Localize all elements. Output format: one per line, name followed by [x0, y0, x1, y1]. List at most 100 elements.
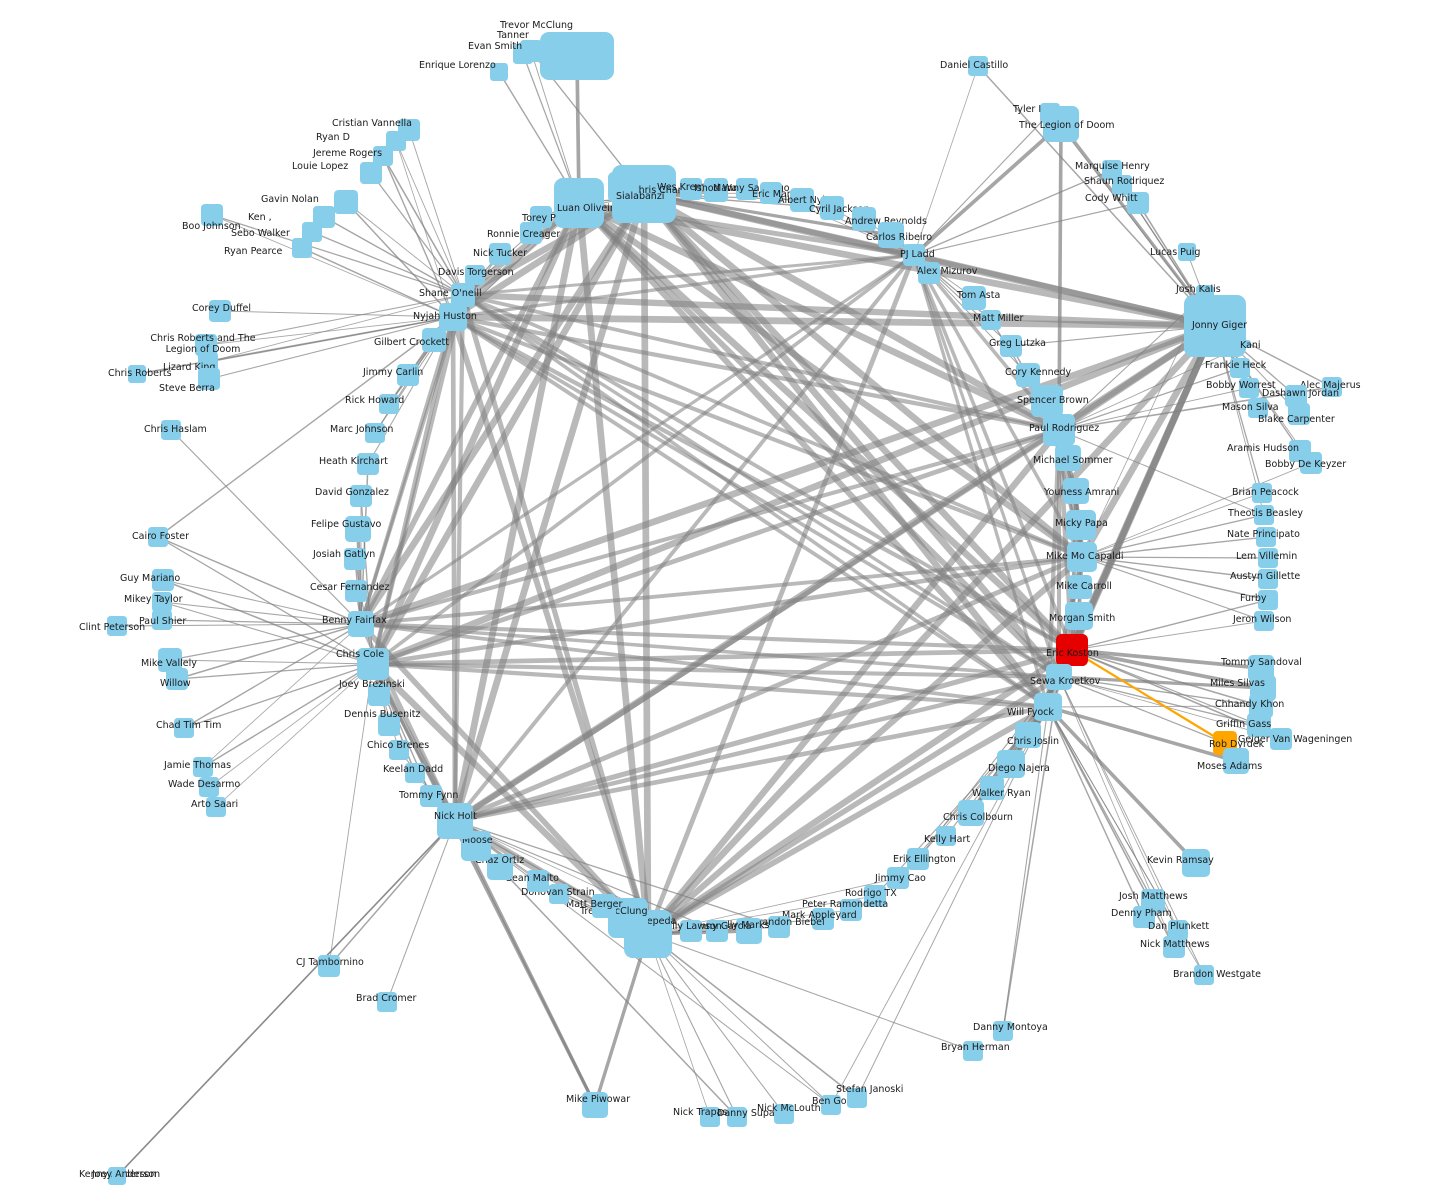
graph-node[interactable] — [1065, 602, 1093, 630]
graph-node[interactable] — [465, 265, 485, 285]
graph-node[interactable] — [107, 616, 127, 636]
graph-node[interactable] — [1127, 192, 1149, 214]
graph-node[interactable] — [1016, 363, 1040, 387]
graph-node[interactable] — [592, 894, 616, 918]
graph-node[interactable] — [195, 334, 217, 356]
graph-node[interactable] — [513, 44, 533, 64]
graph-node[interactable] — [736, 178, 758, 200]
graph-node[interactable] — [907, 848, 929, 870]
graph-node[interactable] — [198, 352, 218, 372]
graph-node[interactable] — [887, 867, 909, 889]
graph-node[interactable] — [422, 328, 446, 352]
graph-node[interactable] — [1067, 542, 1097, 572]
graph-node[interactable] — [1184, 295, 1246, 357]
graph-node[interactable] — [166, 668, 188, 690]
graph-node[interactable] — [377, 992, 397, 1012]
graph-node[interactable] — [958, 800, 984, 826]
graph-node[interactable] — [348, 611, 374, 637]
graph-node[interactable] — [378, 714, 400, 736]
graph-node[interactable] — [1194, 965, 1214, 985]
graph-node[interactable] — [1112, 175, 1132, 195]
graph-node[interactable] — [1288, 403, 1310, 425]
graph-node[interactable] — [1015, 722, 1041, 748]
graph-node[interactable] — [1034, 693, 1062, 721]
graph-node[interactable] — [1254, 611, 1274, 631]
graph-node[interactable] — [968, 56, 988, 76]
graph-node[interactable] — [128, 365, 146, 383]
graph-node[interactable] — [706, 920, 728, 942]
graph-node[interactable] — [161, 420, 181, 440]
graph-node[interactable] — [389, 740, 409, 760]
graph-node[interactable] — [397, 364, 419, 386]
graph-node[interactable] — [420, 785, 442, 807]
graph-node[interactable] — [368, 684, 390, 706]
graph-node[interactable] — [365, 423, 385, 443]
graph-node[interactable] — [1066, 510, 1096, 540]
graph-node[interactable] — [1285, 385, 1307, 407]
graph-node[interactable] — [936, 826, 956, 846]
graph-node[interactable] — [1243, 340, 1251, 348]
graph-node[interactable] — [980, 776, 1004, 800]
graph-node[interactable] — [437, 803, 473, 839]
graph-node[interactable] — [209, 300, 231, 322]
graph-node[interactable] — [774, 1104, 794, 1124]
graph-node[interactable] — [700, 1107, 720, 1127]
graph-node[interactable] — [360, 162, 382, 184]
graph-node[interactable] — [1254, 505, 1274, 525]
graph-node[interactable] — [174, 718, 194, 738]
graph-node[interactable] — [1031, 385, 1063, 417]
graph-node[interactable] — [736, 918, 762, 944]
graph-node[interactable] — [487, 854, 513, 880]
graph-node[interactable] — [768, 916, 790, 938]
graph-node[interactable] — [608, 172, 638, 202]
graph-node[interactable] — [582, 1092, 608, 1118]
graph-node[interactable] — [1056, 634, 1088, 666]
graph-node[interactable] — [302, 222, 322, 242]
graph-node[interactable] — [981, 310, 1001, 330]
graph-node[interactable] — [997, 750, 1025, 778]
graph-node[interactable] — [840, 899, 862, 921]
graph-node[interactable] — [864, 885, 886, 907]
graph-node[interactable] — [318, 955, 340, 977]
graph-node[interactable] — [344, 548, 366, 570]
graph-node[interactable] — [520, 222, 542, 244]
graph-node[interactable] — [405, 763, 425, 783]
graph-node[interactable] — [439, 303, 467, 331]
graph-node[interactable] — [993, 1021, 1013, 1041]
graph-node[interactable] — [1256, 527, 1276, 547]
graph-node[interactable] — [490, 63, 508, 81]
graph-node[interactable] — [1252, 483, 1272, 503]
graph-node[interactable] — [680, 920, 702, 942]
graph-node[interactable] — [1000, 335, 1022, 357]
graph-node[interactable] — [727, 1107, 747, 1127]
graph-node[interactable] — [350, 485, 372, 507]
graph-node[interactable] — [206, 797, 226, 817]
graph-node[interactable] — [1258, 590, 1278, 610]
graph-node[interactable] — [527, 870, 549, 892]
graph-node[interactable] — [820, 196, 844, 220]
graph-node[interactable] — [1247, 713, 1271, 737]
graph-node[interactable] — [334, 190, 358, 214]
graph-node[interactable] — [852, 207, 876, 231]
graph-node[interactable] — [152, 610, 172, 630]
graph-node[interactable] — [1046, 664, 1072, 690]
graph-node[interactable] — [1068, 575, 1092, 599]
graph-node[interactable] — [1182, 849, 1210, 877]
graph-node[interactable] — [549, 884, 569, 904]
graph-node[interactable] — [193, 757, 213, 777]
graph-node[interactable] — [345, 516, 371, 542]
graph-node[interactable] — [292, 238, 312, 258]
graph-node[interactable] — [540, 32, 614, 80]
graph-node[interactable] — [1168, 920, 1188, 940]
graph-node[interactable] — [962, 286, 986, 310]
graph-node[interactable] — [1258, 548, 1278, 568]
graph-node[interactable] — [847, 1088, 867, 1108]
graph-node[interactable] — [903, 244, 925, 266]
graph-node[interactable] — [1248, 398, 1268, 418]
graph-node[interactable] — [379, 394, 399, 414]
graph-node[interactable] — [1223, 748, 1249, 774]
graph-node[interactable] — [152, 569, 174, 591]
graph-node[interactable] — [198, 368, 220, 390]
graph-node[interactable] — [489, 243, 511, 265]
graph-node[interactable] — [704, 178, 728, 202]
